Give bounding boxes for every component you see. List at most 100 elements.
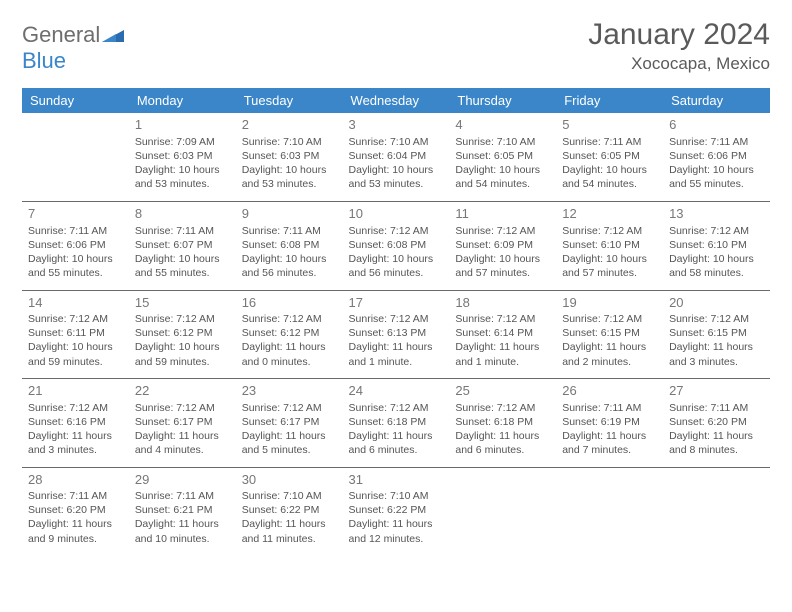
day-number: 14	[28, 294, 123, 312]
calendar-day-cell: 13Sunrise: 7:12 AMSunset: 6:10 PMDayligh…	[663, 202, 770, 290]
calendar-day-cell: 17Sunrise: 7:12 AMSunset: 6:13 PMDayligh…	[343, 290, 450, 378]
daylight-line: Daylight: 10 hours and 54 minutes.	[562, 163, 657, 191]
weekday-header: Thursday	[449, 88, 556, 113]
day-number: 4	[455, 116, 550, 134]
calendar-day-cell: 6Sunrise: 7:11 AMSunset: 6:06 PMDaylight…	[663, 113, 770, 201]
sunset-line: Sunset: 6:10 PM	[562, 238, 657, 252]
sunset-line: Sunset: 6:06 PM	[28, 238, 123, 252]
calendar-week-row: 21Sunrise: 7:12 AMSunset: 6:16 PMDayligh…	[22, 379, 770, 467]
daylight-line: Daylight: 11 hours and 0 minutes.	[242, 340, 337, 368]
day-number: 12	[562, 205, 657, 223]
calendar-day-cell: 7Sunrise: 7:11 AMSunset: 6:06 PMDaylight…	[22, 202, 129, 290]
logo-triangle-icon	[102, 28, 124, 47]
sunrise-line: Sunrise: 7:10 AM	[242, 489, 337, 503]
daylight-line: Daylight: 10 hours and 57 minutes.	[455, 252, 550, 280]
calendar-day-cell	[663, 467, 770, 555]
day-number: 28	[28, 471, 123, 489]
daylight-line: Daylight: 10 hours and 55 minutes.	[28, 252, 123, 280]
calendar-day-cell	[22, 113, 129, 201]
weekday-header: Saturday	[663, 88, 770, 113]
sunset-line: Sunset: 6:18 PM	[349, 415, 444, 429]
sunrise-line: Sunrise: 7:12 AM	[349, 224, 444, 238]
calendar-day-cell: 28Sunrise: 7:11 AMSunset: 6:20 PMDayligh…	[22, 467, 129, 555]
day-number: 9	[242, 205, 337, 223]
calendar-day-cell: 25Sunrise: 7:12 AMSunset: 6:18 PMDayligh…	[449, 379, 556, 467]
sunrise-line: Sunrise: 7:12 AM	[562, 224, 657, 238]
daylight-line: Daylight: 10 hours and 58 minutes.	[669, 252, 764, 280]
daylight-line: Daylight: 11 hours and 2 minutes.	[562, 340, 657, 368]
sunrise-line: Sunrise: 7:11 AM	[562, 401, 657, 415]
sunrise-line: Sunrise: 7:10 AM	[349, 489, 444, 503]
daylight-line: Daylight: 11 hours and 7 minutes.	[562, 429, 657, 457]
weekday-header: Tuesday	[236, 88, 343, 113]
logo-word-blue: Blue	[22, 48, 66, 73]
sunset-line: Sunset: 6:17 PM	[135, 415, 230, 429]
sunrise-line: Sunrise: 7:11 AM	[28, 224, 123, 238]
sunset-line: Sunset: 6:06 PM	[669, 149, 764, 163]
sunset-line: Sunset: 6:20 PM	[28, 503, 123, 517]
daylight-line: Daylight: 11 hours and 1 minute.	[455, 340, 550, 368]
day-number: 10	[349, 205, 444, 223]
day-number: 16	[242, 294, 337, 312]
day-number: 18	[455, 294, 550, 312]
calendar-day-cell: 18Sunrise: 7:12 AMSunset: 6:14 PMDayligh…	[449, 290, 556, 378]
day-number: 23	[242, 382, 337, 400]
sunrise-line: Sunrise: 7:12 AM	[242, 401, 337, 415]
sunrise-line: Sunrise: 7:10 AM	[455, 135, 550, 149]
sunrise-line: Sunrise: 7:12 AM	[28, 312, 123, 326]
sunset-line: Sunset: 6:15 PM	[562, 326, 657, 340]
calendar-week-row: 28Sunrise: 7:11 AMSunset: 6:20 PMDayligh…	[22, 467, 770, 555]
sunrise-line: Sunrise: 7:12 AM	[28, 401, 123, 415]
sunset-line: Sunset: 6:03 PM	[242, 149, 337, 163]
sunset-line: Sunset: 6:22 PM	[349, 503, 444, 517]
daylight-line: Daylight: 10 hours and 53 minutes.	[135, 163, 230, 191]
sunrise-line: Sunrise: 7:11 AM	[669, 135, 764, 149]
day-number: 1	[135, 116, 230, 134]
sunrise-line: Sunrise: 7:12 AM	[669, 312, 764, 326]
sunset-line: Sunset: 6:19 PM	[562, 415, 657, 429]
day-number: 26	[562, 382, 657, 400]
calendar-day-cell	[449, 467, 556, 555]
month-title: January 2024	[588, 18, 770, 52]
calendar-day-cell: 10Sunrise: 7:12 AMSunset: 6:08 PMDayligh…	[343, 202, 450, 290]
calendar-day-cell: 9Sunrise: 7:11 AMSunset: 6:08 PMDaylight…	[236, 202, 343, 290]
calendar-day-cell: 20Sunrise: 7:12 AMSunset: 6:15 PMDayligh…	[663, 290, 770, 378]
sunset-line: Sunset: 6:12 PM	[135, 326, 230, 340]
sunrise-line: Sunrise: 7:12 AM	[562, 312, 657, 326]
calendar-day-cell: 1Sunrise: 7:09 AMSunset: 6:03 PMDaylight…	[129, 113, 236, 201]
calendar-week-row: 7Sunrise: 7:11 AMSunset: 6:06 PMDaylight…	[22, 202, 770, 290]
weekday-header: Wednesday	[343, 88, 450, 113]
daylight-line: Daylight: 11 hours and 8 minutes.	[669, 429, 764, 457]
sunset-line: Sunset: 6:22 PM	[242, 503, 337, 517]
sunrise-line: Sunrise: 7:12 AM	[242, 312, 337, 326]
calendar-day-cell: 31Sunrise: 7:10 AMSunset: 6:22 PMDayligh…	[343, 467, 450, 555]
daylight-line: Daylight: 11 hours and 11 minutes.	[242, 517, 337, 545]
daylight-line: Daylight: 10 hours and 59 minutes.	[135, 340, 230, 368]
weekday-header: Sunday	[22, 88, 129, 113]
calendar-day-cell: 8Sunrise: 7:11 AMSunset: 6:07 PMDaylight…	[129, 202, 236, 290]
daylight-line: Daylight: 10 hours and 53 minutes.	[349, 163, 444, 191]
sunrise-line: Sunrise: 7:12 AM	[455, 224, 550, 238]
daylight-line: Daylight: 10 hours and 59 minutes.	[28, 340, 123, 368]
sunrise-line: Sunrise: 7:09 AM	[135, 135, 230, 149]
sunrise-line: Sunrise: 7:12 AM	[669, 224, 764, 238]
day-number: 2	[242, 116, 337, 134]
sunrise-line: Sunrise: 7:12 AM	[135, 312, 230, 326]
calendar-day-cell: 24Sunrise: 7:12 AMSunset: 6:18 PMDayligh…	[343, 379, 450, 467]
calendar-day-cell: 14Sunrise: 7:12 AMSunset: 6:11 PMDayligh…	[22, 290, 129, 378]
sunset-line: Sunset: 6:07 PM	[135, 238, 230, 252]
sunrise-line: Sunrise: 7:12 AM	[349, 312, 444, 326]
daylight-line: Daylight: 10 hours and 56 minutes.	[349, 252, 444, 280]
daylight-line: Daylight: 10 hours and 56 minutes.	[242, 252, 337, 280]
daylight-line: Daylight: 11 hours and 6 minutes.	[455, 429, 550, 457]
weekday-header: Friday	[556, 88, 663, 113]
daylight-line: Daylight: 10 hours and 53 minutes.	[242, 163, 337, 191]
sunset-line: Sunset: 6:15 PM	[669, 326, 764, 340]
calendar-day-cell: 15Sunrise: 7:12 AMSunset: 6:12 PMDayligh…	[129, 290, 236, 378]
sunset-line: Sunset: 6:12 PM	[242, 326, 337, 340]
daylight-line: Daylight: 11 hours and 3 minutes.	[28, 429, 123, 457]
day-number: 11	[455, 205, 550, 223]
daylight-line: Daylight: 11 hours and 6 minutes.	[349, 429, 444, 457]
daylight-line: Daylight: 11 hours and 12 minutes.	[349, 517, 444, 545]
sunset-line: Sunset: 6:05 PM	[455, 149, 550, 163]
